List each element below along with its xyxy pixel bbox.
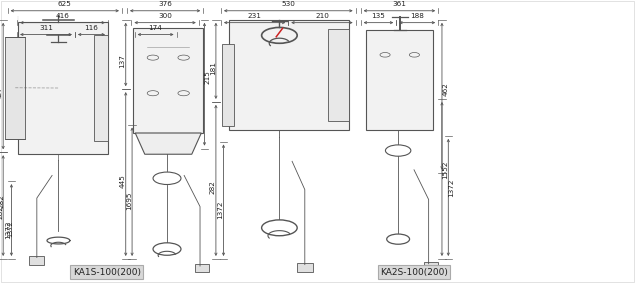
Text: 231: 231 [248, 13, 262, 19]
Text: 188: 188 [410, 13, 424, 19]
Text: 215: 215 [204, 70, 211, 84]
Text: 1372: 1372 [5, 220, 11, 239]
Text: 1372: 1372 [448, 179, 455, 198]
Bar [366, 30, 433, 130]
Text: 300: 300 [158, 13, 172, 19]
Text: KA2S-100(200): KA2S-100(200) [380, 268, 448, 277]
Text: 282: 282 [0, 194, 5, 208]
Text: 282: 282 [0, 205, 3, 220]
Bar [195, 264, 209, 272]
Text: 137: 137 [119, 54, 126, 68]
Bar [5, 37, 25, 139]
Text: 135: 135 [371, 13, 385, 19]
Text: KA1S-100(200): KA1S-100(200) [72, 268, 141, 277]
Bar [133, 28, 203, 133]
Text: 625: 625 [58, 1, 72, 7]
Text: 210: 210 [315, 13, 329, 19]
Text: 1372: 1372 [217, 200, 224, 219]
Text: 416: 416 [56, 13, 69, 19]
Bar [18, 22, 108, 154]
Bar [222, 44, 234, 126]
Text: 376: 376 [158, 1, 172, 7]
Bar [297, 263, 313, 272]
Bar [328, 29, 349, 121]
Text: 462: 462 [442, 82, 448, 96]
Text: 282: 282 [210, 181, 216, 194]
Bar [95, 35, 108, 141]
Polygon shape [135, 133, 201, 154]
Text: 116: 116 [84, 25, 98, 31]
Bar [424, 262, 438, 269]
Text: 1552: 1552 [442, 160, 448, 179]
Text: 445: 445 [119, 174, 126, 188]
Text: 311: 311 [39, 25, 53, 31]
Text: 530: 530 [281, 1, 295, 7]
Text: 1695: 1695 [126, 192, 132, 210]
Text: 181: 181 [210, 61, 216, 75]
Text: 174: 174 [149, 25, 163, 31]
Text: 361: 361 [392, 1, 406, 7]
Bar [229, 20, 349, 130]
Text: 1372: 1372 [7, 220, 13, 237]
Bar [29, 256, 44, 265]
Text: 427: 427 [0, 86, 3, 100]
